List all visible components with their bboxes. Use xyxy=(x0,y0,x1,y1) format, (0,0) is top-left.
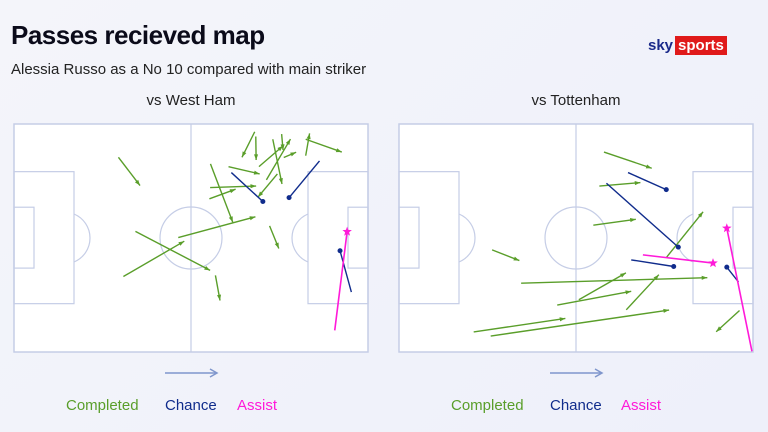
assist-pass xyxy=(642,254,714,264)
assist-pass xyxy=(726,228,753,352)
completed-pass xyxy=(603,151,652,169)
completed-pass-arrowhead xyxy=(716,326,722,332)
completed-pass-arrowhead xyxy=(697,211,704,218)
completed-pass xyxy=(557,290,632,306)
six-yard-box-left xyxy=(398,206,420,269)
penalty-arc-left xyxy=(73,213,91,263)
completed-pass xyxy=(209,163,234,223)
legend-assist: Assist xyxy=(621,397,662,414)
assist-star-icon xyxy=(708,258,718,268)
logo-sports: sports xyxy=(675,36,727,55)
chance-pass-dot xyxy=(260,199,266,205)
attack-direction-arrow-icon xyxy=(165,368,219,378)
penalty-arc-left xyxy=(458,213,476,263)
pitch-west-ham xyxy=(13,123,369,353)
centre-circle xyxy=(159,206,223,270)
completed-pass-arrowhead xyxy=(278,178,283,184)
completed-pass-arrowhead xyxy=(559,317,566,322)
completed-pass-arrowhead xyxy=(253,154,259,161)
completed-pass-arrowhead xyxy=(274,242,279,249)
completed-pass xyxy=(305,138,343,153)
completed-pass-arrowhead xyxy=(645,164,652,169)
page-title: Passes recieved map xyxy=(11,20,265,50)
six-yard-box-right xyxy=(347,206,369,269)
completed-pass xyxy=(490,309,670,337)
completed-pass-arrowhead xyxy=(178,241,185,246)
completed-pass xyxy=(123,240,185,278)
chance-pass-dot xyxy=(724,264,730,270)
completed-pass-arrowhead xyxy=(290,152,297,157)
chance-pass xyxy=(339,250,353,293)
completed-pass-arrowhead xyxy=(629,218,636,223)
completed-pass-arrowhead xyxy=(241,151,247,158)
completed-pass-arrowhead xyxy=(228,216,233,223)
completed-pass-arrowhead xyxy=(701,275,708,280)
completed-pass xyxy=(666,211,704,258)
completed-pass xyxy=(210,185,257,189)
chance-pass xyxy=(605,182,679,248)
chance-pass xyxy=(230,172,264,203)
penalty-arc-right xyxy=(291,213,309,263)
chance-pass-dot xyxy=(663,187,669,193)
chance-pass xyxy=(288,160,321,199)
page-subtitle: Alessia Russo as a No 10 compared with m… xyxy=(11,61,367,78)
completed-pass-arrowhead xyxy=(619,272,626,278)
completed-pass-arrowhead xyxy=(229,189,236,194)
completed-pass xyxy=(178,216,256,239)
completed-pass-arrowhead xyxy=(253,170,260,175)
chance-pass-dot xyxy=(337,248,343,254)
pitch-tottenham xyxy=(398,123,754,353)
assist-star-icon xyxy=(342,226,352,236)
legend-chance: Chance xyxy=(165,397,217,414)
assist-pass xyxy=(333,231,348,331)
chance-pass-dot xyxy=(286,195,292,201)
legend-assist: Assist xyxy=(237,397,278,414)
completed-pass-arrowhead xyxy=(625,290,632,295)
completed-pass xyxy=(521,276,708,284)
completed-pass xyxy=(272,139,283,185)
completed-pass-arrowhead xyxy=(285,139,291,145)
completed-pass-arrowhead xyxy=(250,184,257,189)
completed-pass xyxy=(117,156,141,186)
completed-pass xyxy=(135,230,211,271)
completed-pass-arrowhead xyxy=(249,216,256,221)
completed-pass xyxy=(625,274,660,311)
attack-direction-arrow-icon xyxy=(550,368,604,378)
chance-pass xyxy=(631,259,674,268)
completed-pass-arrowhead xyxy=(257,191,264,198)
completed-pass xyxy=(593,218,636,226)
completed-pass-arrowhead xyxy=(653,274,659,281)
completed-pass-arrowhead xyxy=(280,144,285,150)
sky-sports-logo: sky sports xyxy=(648,36,727,55)
completed-pass-arrowhead xyxy=(335,148,342,153)
chance-pass-dot xyxy=(675,244,681,250)
completed-pass-arrowhead xyxy=(513,256,520,261)
completed-pass-arrowhead xyxy=(134,179,141,186)
legend-completed: Completed xyxy=(451,397,524,414)
penalty-arc-right xyxy=(676,213,694,263)
completed-pass xyxy=(578,272,627,301)
six-yard-box-right xyxy=(732,206,754,269)
pitch-title-west-ham: vs West Ham xyxy=(146,92,236,109)
completed-pass-arrowhead xyxy=(204,265,211,271)
six-yard-box-left xyxy=(13,206,35,269)
completed-pass-arrowhead xyxy=(663,308,670,313)
completed-pass-arrowhead xyxy=(306,133,311,140)
pitch-title-tottenham: vs Tottenham xyxy=(531,92,621,109)
centre-circle xyxy=(544,206,608,270)
chance-pass xyxy=(627,171,667,191)
completed-pass xyxy=(599,181,641,187)
chance-pass-dot xyxy=(671,264,677,269)
legend-completed: Completed xyxy=(66,397,139,414)
completed-pass-arrowhead xyxy=(277,145,284,152)
completed-pass xyxy=(473,317,566,333)
completed-pass xyxy=(265,138,292,181)
logo-sky: sky xyxy=(648,37,674,54)
assist-star-icon xyxy=(722,223,732,233)
legend-chance: Chance xyxy=(550,397,602,414)
completed-pass-arrowhead xyxy=(216,294,222,301)
completed-pass-arrowhead xyxy=(634,181,641,186)
